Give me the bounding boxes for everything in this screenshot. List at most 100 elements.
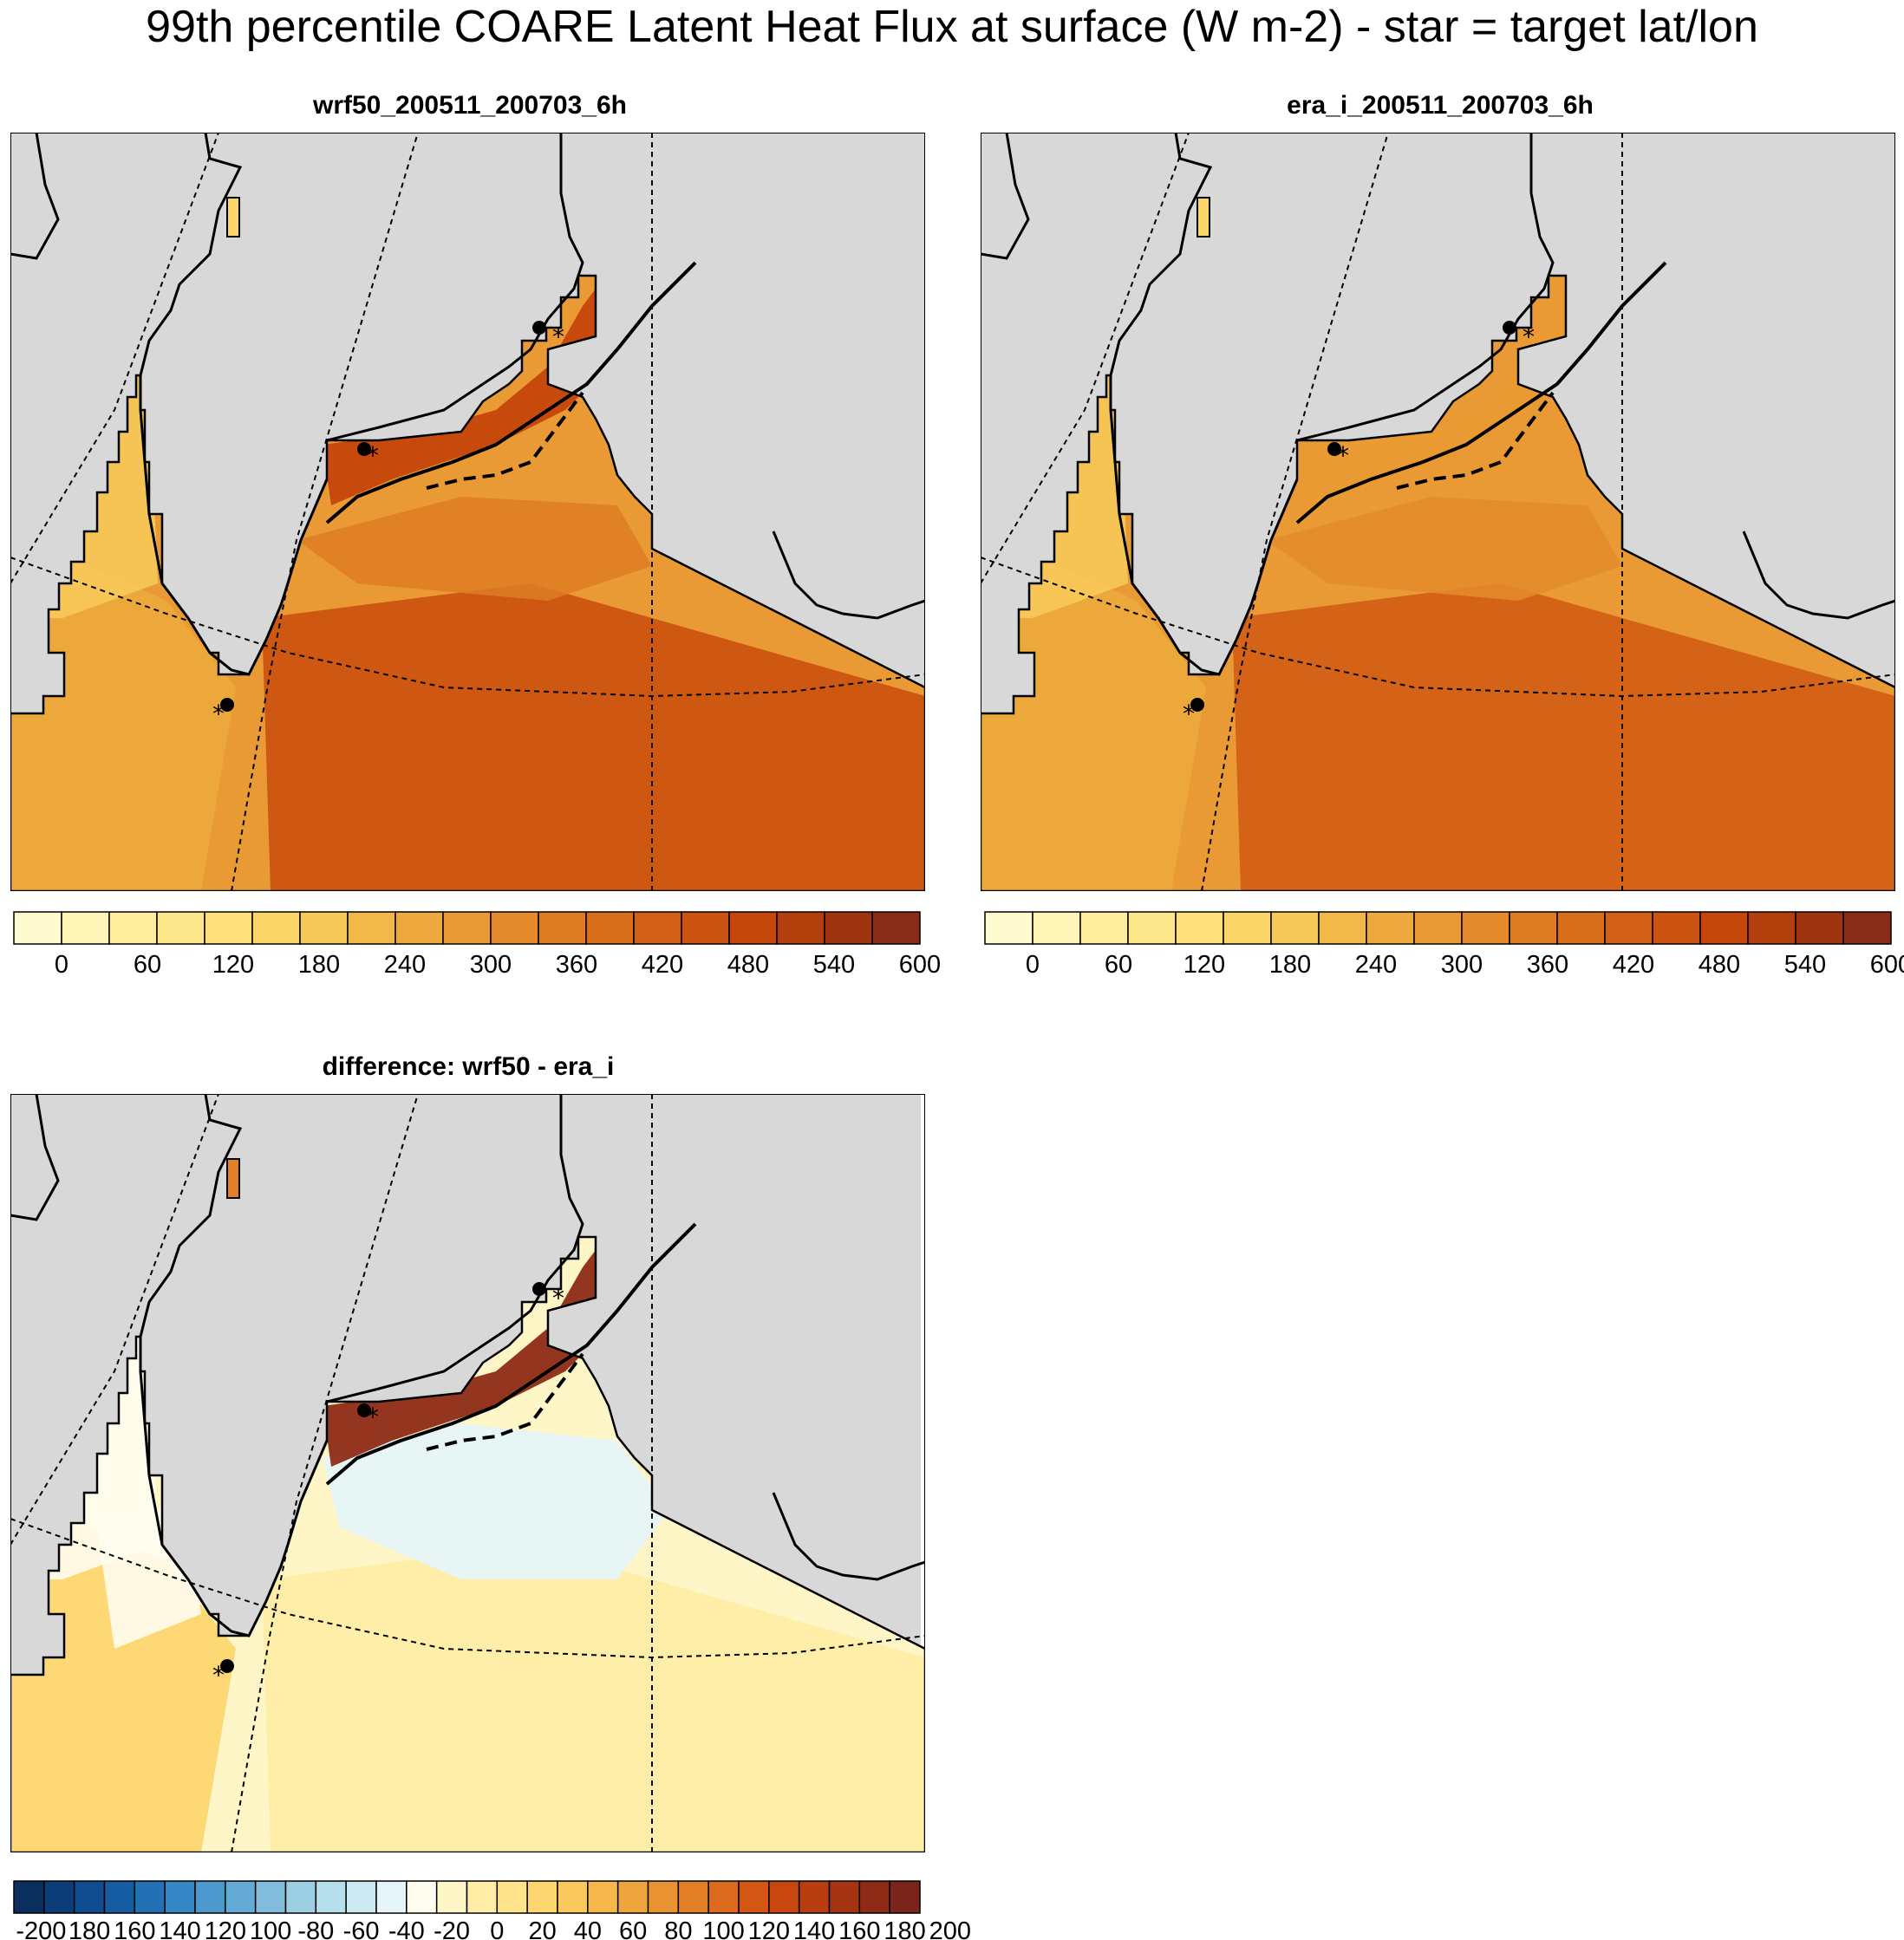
colorbar-swatch (1842, 911, 1892, 945)
colorbar-swatch (284, 1880, 317, 1914)
colorbar-swatch (776, 911, 825, 945)
colorbar-swatch (406, 1880, 438, 1914)
colorbar-tick-label: 0 (1026, 951, 1040, 979)
colorbar-tick-label: 420 (642, 951, 683, 979)
map-wrf50: * * * (10, 133, 925, 891)
colorbar-swatch (828, 1880, 861, 1914)
colorbar-tick-label: 0 (490, 1917, 504, 1940)
colorbar-tick-label: 140 (793, 1917, 835, 1940)
target-star: * (552, 1284, 564, 1312)
colorbar-tick-label: 480 (727, 951, 769, 979)
target-star: * (1337, 441, 1349, 470)
colorbar-swatch (466, 1880, 499, 1914)
colorbar-swatch (798, 1880, 831, 1914)
map-difference: * * * (10, 1094, 925, 1852)
colorbar-wrf50: 0 60 120 180 240 300 360 420 480 540 600 (13, 911, 941, 979)
colorbar-tick-label: 180 (1269, 951, 1311, 979)
colorbar-swatch (1795, 911, 1844, 945)
colorbar-tick-label: 300 (1441, 951, 1483, 979)
colorbar-swatch (254, 1880, 287, 1914)
colorbar-swatch (1079, 911, 1129, 945)
colorbar-tick-label: -200 (16, 1917, 66, 1940)
colorbar-swatch (538, 911, 587, 945)
colorbar-tick-label: 600 (899, 951, 941, 979)
colorbar-swatch (490, 911, 539, 945)
target-star: * (367, 441, 379, 470)
colorbar-tick-label: 420 (1613, 951, 1654, 979)
colorbar-tick-label: 360 (556, 951, 597, 979)
colorbar-tick-label: -40 (388, 1917, 425, 1940)
colorbar-tick-label: 40 (574, 1917, 602, 1940)
colorbar-swatch (587, 1880, 619, 1914)
colorbar-tick-label: 120 (205, 1917, 246, 1940)
panel-title-wrf50: wrf50_200511_200703_6h (312, 91, 627, 120)
colorbar-swatch (103, 1880, 136, 1914)
colorbar-tick-label: 160 (838, 1917, 880, 1940)
colorbar-swatch (616, 1880, 649, 1914)
colorbar-tick-label: 60 (619, 1917, 647, 1940)
colorbar-swatch (442, 911, 492, 945)
map-era-i: * * * (981, 133, 1895, 891)
colorbar-swatch (13, 1880, 45, 1914)
colorbar-tick-label: 240 (384, 951, 426, 979)
colorbar-swatch (1270, 911, 1320, 945)
colorbar-swatch (889, 1880, 921, 1914)
panel-title-era-i: era_i_200511_200703_6h (1287, 91, 1594, 120)
colorbar-swatch (1223, 911, 1272, 945)
colorbar-swatch (1127, 911, 1177, 945)
colorbar-swatch (1461, 911, 1510, 945)
target-star: * (367, 1403, 379, 1431)
colorbar-swatch (496, 1880, 528, 1914)
field-coastal-jet (1293, 276, 1588, 505)
colorbar-swatch (164, 1880, 196, 1914)
colorbar-swatch (526, 1880, 558, 1914)
colorbar-tick-label: 600 (1870, 951, 1904, 979)
colorbar-tick-label: 180 (884, 1917, 925, 1940)
colorbar-swatch (375, 1880, 408, 1914)
colorbar-tick-label: 60 (1105, 951, 1132, 979)
colorbar-tick-label: 240 (1355, 951, 1397, 979)
colorbar-swatch (1652, 911, 1701, 945)
field-southeast (1232, 583, 1895, 891)
target-star: * (212, 700, 225, 728)
colorbar-swatch (1747, 911, 1796, 945)
colorbar-tick-label: 120 (1183, 951, 1225, 979)
colorbar-tick-label: -80 (297, 1917, 334, 1940)
colorbar-tick-label: -60 (343, 1917, 380, 1940)
field-central-basin (1267, 497, 1622, 601)
colorbar-tick-label: 540 (1784, 951, 1826, 979)
colorbar-swatch (1318, 911, 1367, 945)
colorbar-swatch (738, 1880, 770, 1914)
colorbar-tick-label: 120 (212, 951, 254, 979)
colorbar-swatch (1366, 911, 1415, 945)
colorbar-swatch (108, 911, 158, 945)
colorbar-swatch (858, 1880, 890, 1914)
colorbar-swatch (871, 911, 921, 945)
colorbar-swatch (225, 1880, 257, 1914)
panel-era-i: era_i_200511_200703_6h * * * 0 60 120 180 240 3… (981, 91, 1904, 979)
colorbar-swatch (73, 1880, 106, 1914)
colorbar-swatch (394, 911, 444, 945)
colorbar-tick-label: 180 (68, 1917, 110, 1940)
colorbar-difference: -200 180 160 140 120 100 -80 -60 -40 -20 0 20 40 60 80… (13, 1880, 971, 1940)
colorbar-tick-label: 540 (813, 951, 855, 979)
figure-title: 99th percentile COARE Latent Heat Flux a… (146, 2, 1758, 52)
colorbar-swatch (43, 1880, 75, 1914)
colorbar-swatch (156, 911, 205, 945)
colorbar-tick-label: 360 (1527, 951, 1568, 979)
target-star: * (1183, 700, 1195, 728)
colorbar-swatch (647, 1880, 680, 1914)
colorbar-swatch (984, 911, 1034, 945)
colorbar-swatch (61, 911, 110, 945)
colorbar-tick-label: 160 (114, 1917, 155, 1940)
target-dot (220, 698, 234, 712)
target-star: * (552, 322, 564, 351)
colorbar-swatch (633, 911, 682, 945)
colorbar-swatch (768, 1880, 800, 1914)
target-dot (357, 442, 371, 456)
colorbar-tick-label: 80 (664, 1917, 692, 1940)
colorbar-swatch (1604, 911, 1653, 945)
colorbar-tick-label: 100 (702, 1917, 744, 1940)
colorbar-swatch (1509, 911, 1558, 945)
